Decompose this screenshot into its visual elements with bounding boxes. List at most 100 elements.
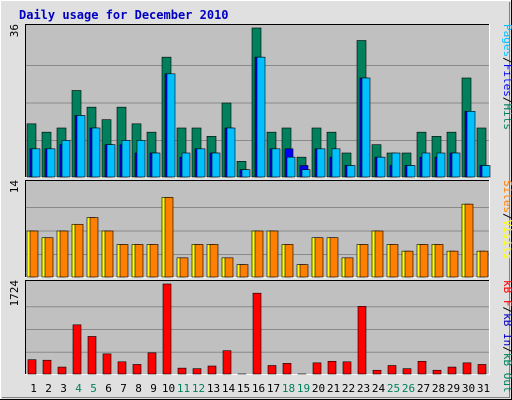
x-axis-day-labels: 1 2 3 4 5 6 7 8 9 10 11 12 13 14 15 16 17 18 19 20 21 22 23 24 2… xyxy=(30,382,490,395)
x-day-label: 4 xyxy=(75,382,82,395)
bar-kb-f xyxy=(42,359,52,375)
series-label-part: Hits xyxy=(501,104,512,131)
y-axis-max-label: 1724 xyxy=(8,280,21,307)
bar-pages xyxy=(166,73,176,178)
bar-pages xyxy=(361,77,371,178)
bar-kb-f xyxy=(312,362,322,375)
x-day-label: 3 xyxy=(60,382,67,395)
series-label-part: kB Out xyxy=(501,353,512,393)
bar-pages xyxy=(391,152,401,178)
bar-kb-f xyxy=(402,368,412,375)
bar-sites xyxy=(224,257,234,278)
bar-sites xyxy=(329,237,339,278)
series-label-part: kB In xyxy=(501,313,512,346)
x-day-label: 15 xyxy=(237,382,250,395)
x-day-label: 27 xyxy=(417,382,430,395)
x-day-label: 7 xyxy=(120,382,127,395)
bar-kb-f xyxy=(72,324,82,375)
series-label-visits-sites: Sites/Visits xyxy=(501,180,512,260)
bar-pages xyxy=(46,148,56,178)
bar-kb-f xyxy=(417,360,427,375)
bar-pages xyxy=(376,156,386,178)
x-day-label: 13 xyxy=(207,382,220,395)
x-day-label: 8 xyxy=(135,382,142,395)
bar-pages xyxy=(76,115,86,178)
series-label-part: / xyxy=(501,213,512,220)
x-day-label: 2 xyxy=(45,382,52,395)
series-label-kbytes: kB F/kB In/kB Out xyxy=(501,280,512,393)
bar-kb-f xyxy=(342,361,352,375)
chart-title: Daily usage for December 2010 xyxy=(19,8,229,22)
series-label-part: / xyxy=(501,346,512,353)
bar-sites xyxy=(344,257,354,278)
x-day-label: 14 xyxy=(222,382,236,395)
bar-pages xyxy=(61,140,71,178)
y-axis-max-label: 36 xyxy=(8,24,21,37)
bar-pages xyxy=(466,111,476,178)
bar-kb-f xyxy=(477,364,487,375)
series-label-part: / xyxy=(501,57,512,64)
bar-kb-f xyxy=(207,365,217,375)
bar-pages xyxy=(286,156,296,178)
bar-sites xyxy=(134,244,144,278)
bar-pages xyxy=(316,148,326,178)
bar-kb-f xyxy=(162,283,172,375)
x-day-label: 6 xyxy=(105,382,112,395)
series-label-hits-files-pages: Pages/Files/Hits xyxy=(501,24,512,130)
bar-sites xyxy=(314,237,324,278)
bar-sites xyxy=(434,244,444,278)
bar-pages xyxy=(301,169,311,178)
bar-kb-f xyxy=(147,352,157,375)
series-label-part: Visits xyxy=(501,220,512,260)
x-day-label: 30 xyxy=(462,382,475,395)
series-label-part: Pages xyxy=(501,24,512,57)
x-day-label: 1 xyxy=(30,382,37,395)
bar-pages xyxy=(481,165,491,178)
bar-sites xyxy=(389,244,399,278)
x-day-label: 11 xyxy=(177,382,190,395)
bar-pages xyxy=(451,152,461,178)
bar-sites xyxy=(284,244,294,278)
x-day-label: 29 xyxy=(447,382,460,395)
bar-kb-f xyxy=(357,306,367,375)
x-day-label: 21 xyxy=(327,382,340,395)
x-day-label: 10 xyxy=(162,382,175,395)
bar-sites xyxy=(149,244,159,278)
bar-sites xyxy=(254,230,264,278)
bar-pages xyxy=(211,152,221,178)
bar-kb-f xyxy=(462,362,472,375)
series-label-part: / xyxy=(501,307,512,314)
bar-sites xyxy=(269,230,279,278)
x-day-label: 19 xyxy=(297,382,310,395)
bar-sites xyxy=(29,230,39,278)
x-day-label: 23 xyxy=(357,382,370,395)
bar-kb-f xyxy=(177,367,187,375)
bar-pages xyxy=(241,169,251,178)
bar-pages xyxy=(151,152,161,178)
bar-pages xyxy=(31,148,41,178)
bar-sites xyxy=(419,244,429,278)
series-label-part: Files xyxy=(501,64,512,97)
bar-kb-f xyxy=(102,353,112,375)
bar-sites xyxy=(74,223,84,278)
bar-sites xyxy=(104,230,114,278)
x-day-label: 24 xyxy=(372,382,386,395)
bar-kb-f xyxy=(87,336,97,375)
x-day-label: 25 xyxy=(387,382,400,395)
bar-pages xyxy=(106,144,116,178)
bar-kb-f xyxy=(117,361,127,375)
series-label-part: kB F xyxy=(501,280,512,307)
bar-sites xyxy=(359,244,369,278)
bar-pages xyxy=(181,152,191,178)
bar-pages xyxy=(421,152,431,178)
bar-kb-f xyxy=(252,292,262,375)
bar-sites xyxy=(164,197,174,278)
x-day-label: 17 xyxy=(267,382,280,395)
bar-kb-f xyxy=(27,359,37,375)
series-label-part: / xyxy=(501,97,512,104)
x-day-label: 9 xyxy=(150,382,157,395)
bar-sites xyxy=(299,264,309,278)
panel-visits-sites: 14 Sites/Visits xyxy=(8,180,512,278)
